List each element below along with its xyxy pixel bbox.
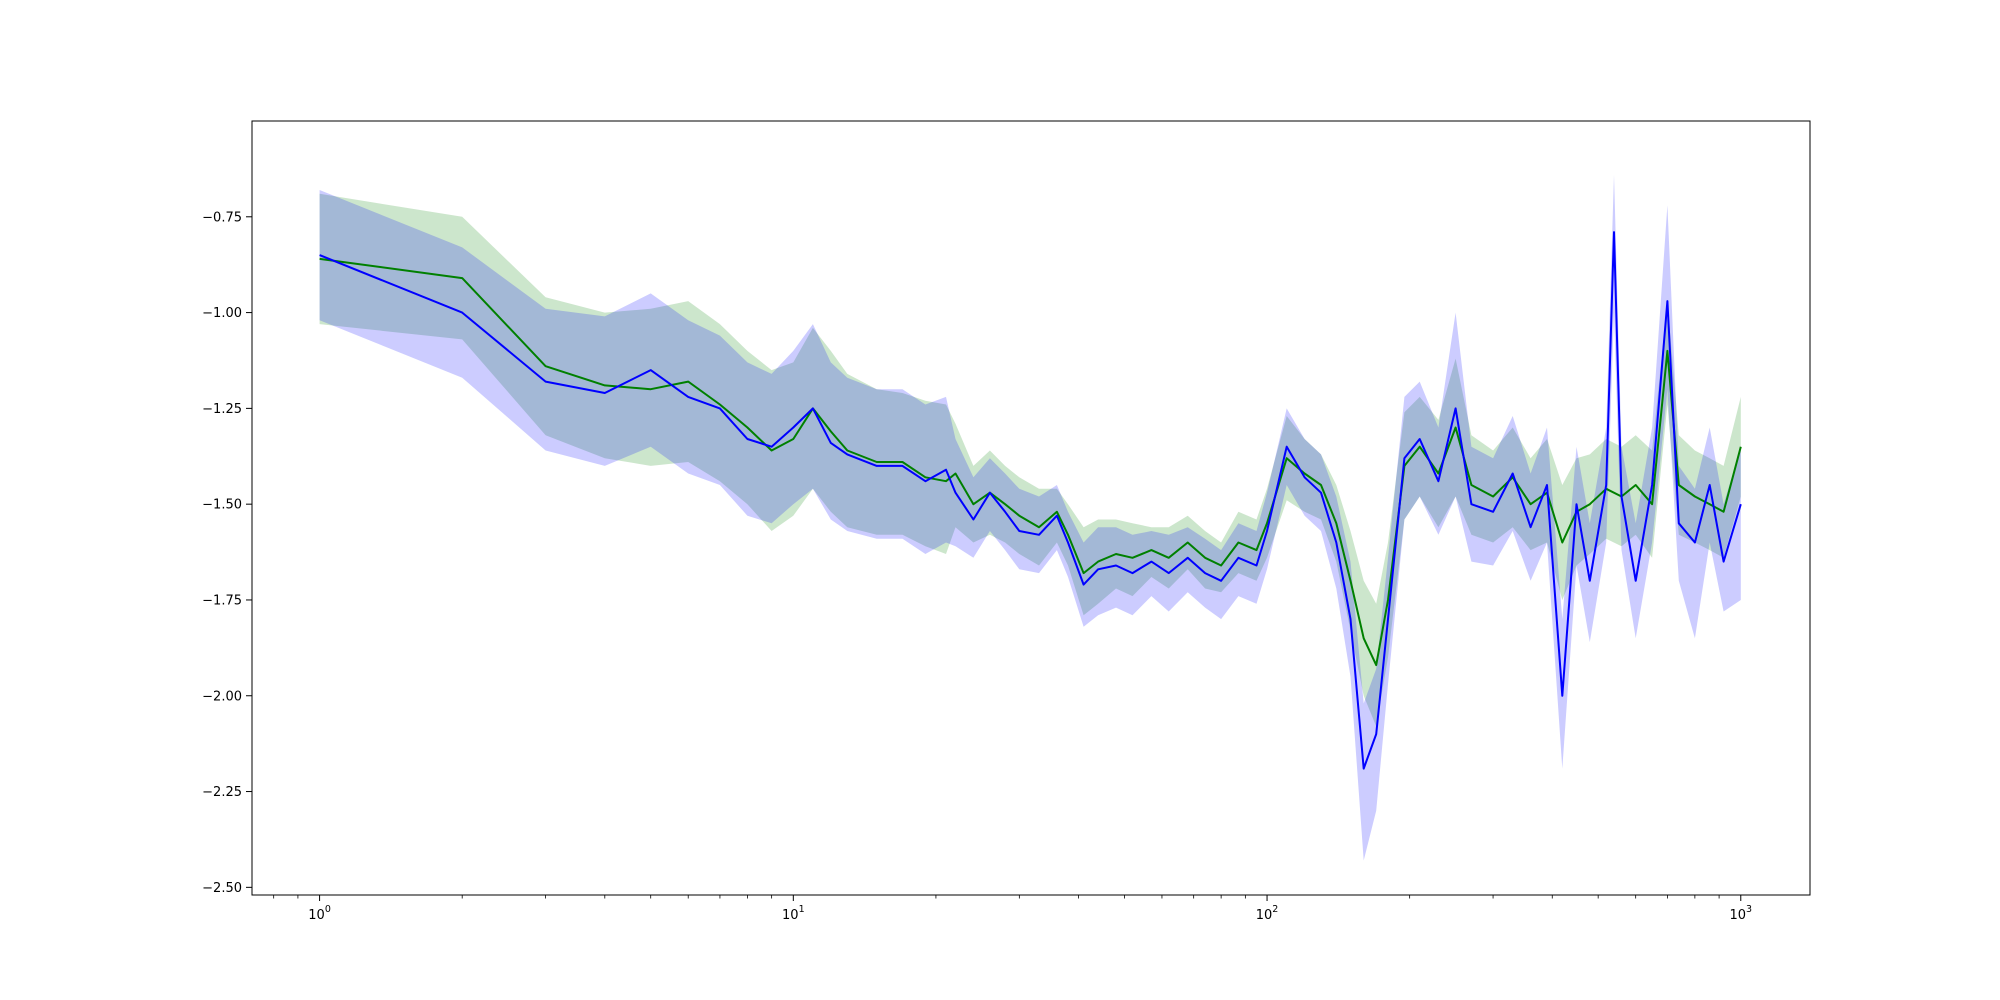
y-tick-label: −1.50: [202, 498, 242, 513]
plot-frame: [251, 120, 1811, 896]
y-tick-label: −0.75: [202, 210, 242, 225]
x-axis: 100 101 102 103: [273, 895, 1752, 923]
series-2-band: [319, 174, 1741, 861]
y-tick-label: −1.25: [202, 402, 242, 417]
y-tick-label: −2.00: [202, 689, 242, 704]
confidence-bands: [319, 174, 1741, 861]
x-tick-label: 101: [782, 904, 805, 923]
y-tick-label: −1.75: [202, 593, 242, 608]
x-tick-label: 100: [308, 904, 331, 923]
y-tick-label: −1.00: [202, 306, 242, 321]
y-axis: −0.75 −1.00 −1.25 −1.50 −1.75 −2.00 −2.25 −2.50: [202, 210, 252, 896]
y-tick-label: −2.50: [202, 881, 242, 896]
x-tick-label: 102: [1256, 904, 1279, 923]
series-2-line: [319, 231, 1742, 770]
y-tick-label: −2.25: [202, 785, 242, 800]
series-1-band: [319, 193, 1741, 727]
series-lines: [319, 231, 1742, 770]
x-tick-label: 103: [1729, 904, 1752, 923]
